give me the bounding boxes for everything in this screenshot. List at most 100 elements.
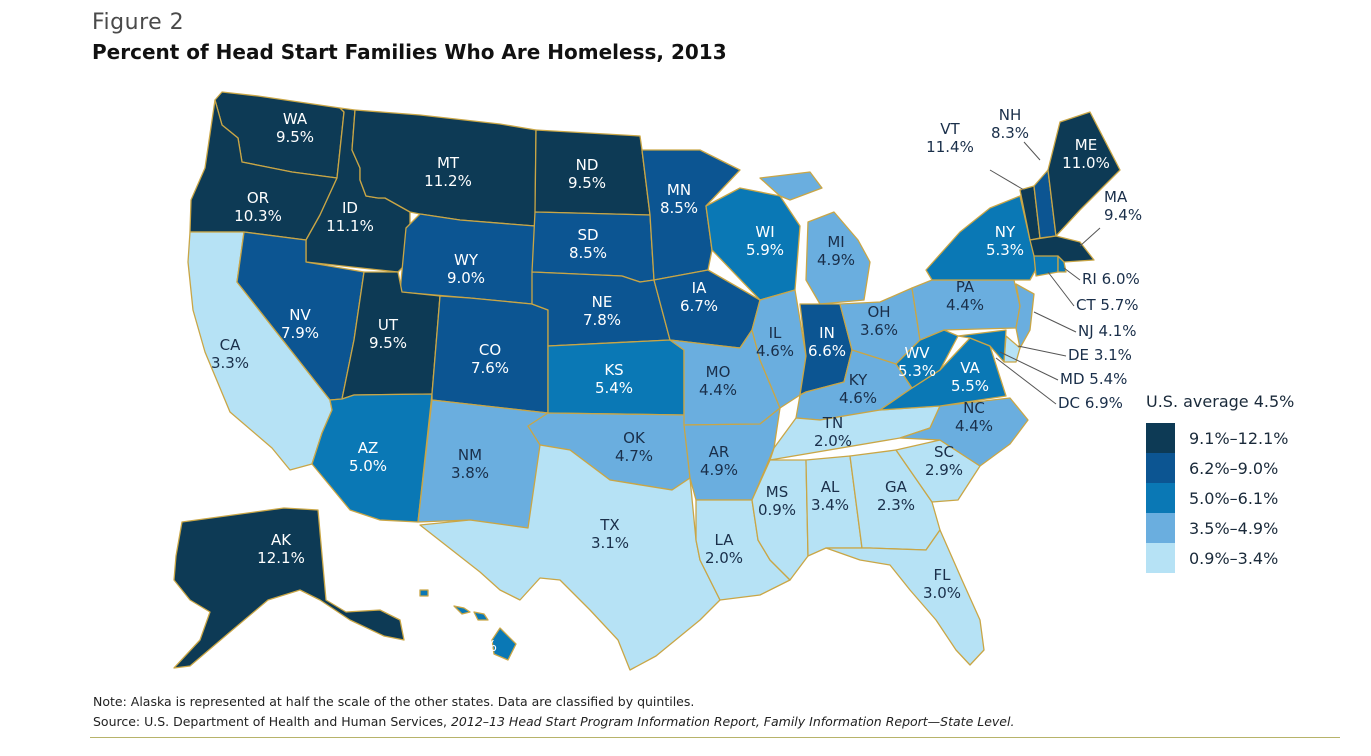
- state-value: 7.9%: [281, 324, 319, 342]
- legend-swatch: [1146, 513, 1175, 543]
- state-abbr: WI: [755, 223, 774, 241]
- leader-line-nj: [1033, 311, 1077, 333]
- state-ms: [751, 459, 809, 581]
- state-abbr: AR: [709, 443, 730, 461]
- state-abbr: OH: [867, 303, 890, 321]
- state-label-ms: MS 0.9%: [758, 483, 796, 519]
- state-value: 9.0%: [447, 269, 485, 287]
- state-value: 6.7%: [680, 297, 718, 315]
- leader-line-ma: [1079, 227, 1101, 247]
- state-value: 5.0%: [459, 637, 497, 655]
- state-label-nm: NM 3.8%: [451, 446, 489, 482]
- legend-swatch: [1146, 453, 1175, 483]
- state-abbr: MS: [766, 483, 788, 501]
- state-label-co: CO 7.6%: [471, 341, 509, 377]
- state-abbr: PA: [956, 278, 975, 296]
- legend-label: 6.2%–9.0%: [1189, 458, 1279, 478]
- state-value: 11.0%: [1062, 154, 1110, 172]
- state-abbr: IL: [769, 324, 782, 342]
- state-value: 8.5%: [660, 199, 698, 217]
- state-abbr: GA: [885, 478, 908, 496]
- state-label-or: OR 10.3%: [234, 189, 282, 225]
- state-label-mt: MT 11.2%: [424, 154, 472, 190]
- state-value: 9.5%: [369, 334, 407, 352]
- state-label-mi: MI 4.9%: [817, 233, 855, 269]
- figure-label: Figure 2: [92, 10, 185, 35]
- state-label-dc: DC 6.9%: [1058, 394, 1123, 412]
- state-abbr: UT: [378, 316, 399, 334]
- state-abbr: NV: [289, 306, 311, 324]
- state-va: [879, 337, 1007, 411]
- state-value: 8.5%: [569, 244, 607, 262]
- state-label-ut: UT 9.5%: [369, 316, 407, 352]
- state-value: 11.4%: [926, 138, 974, 156]
- state-abbr: WA: [283, 110, 308, 128]
- state-label-mo: MO 4.4%: [699, 363, 737, 399]
- state-abbr: NH: [999, 106, 1022, 124]
- state-label-id: ID 11.1%: [326, 199, 374, 235]
- state-sc: [895, 439, 981, 503]
- state-label-md: MD 5.4%: [1060, 370, 1127, 388]
- state-abbr: TX: [599, 516, 619, 534]
- state-az: [311, 393, 433, 523]
- legend-swatch: [1146, 423, 1175, 453]
- state-label-nv: NV 7.9%: [281, 306, 319, 342]
- legend-label: 0.9%–3.4%: [1189, 548, 1279, 568]
- legend-item: 0.9%–3.4%: [1146, 543, 1294, 573]
- state-label-mn: MN 8.5%: [660, 181, 698, 217]
- choropleth-map: WA 9.5%OR 10.3%CA 3.3%ID 11.1%NV 7.9%MT 11.2%W…: [173, 91, 1142, 671]
- legend-swatch: [1146, 543, 1175, 573]
- legend-swatch: [1146, 483, 1175, 513]
- source-title: 2012–13 Head Start Program Information R…: [450, 714, 1015, 729]
- state-value: 4.6%: [839, 389, 877, 407]
- state-value: 5.4%: [1089, 370, 1127, 388]
- state-abbr: CT: [1076, 296, 1096, 314]
- state-abbr: MT: [437, 154, 460, 172]
- state-abbr: FL: [934, 566, 952, 584]
- state-value: 2.0%: [705, 549, 743, 567]
- state-label-tx: TX 3.1%: [591, 516, 629, 552]
- state-value: 7.6%: [471, 359, 509, 377]
- legend-label: 9.1%–12.1%: [1189, 428, 1289, 448]
- state-label-oh: OH 3.6%: [860, 303, 898, 339]
- state-ak: [173, 507, 405, 669]
- state-value: 5.7%: [1100, 296, 1138, 314]
- state-abbr: NE: [592, 293, 613, 311]
- state-value: 3.8%: [451, 464, 489, 482]
- state-abbr: ID: [342, 199, 358, 217]
- state-mi: [759, 171, 823, 201]
- state-value: 12.1%: [257, 549, 305, 567]
- state-md: [957, 329, 1007, 363]
- state-label-ga: GA 2.3%: [877, 478, 915, 514]
- state-nj: [1015, 283, 1035, 349]
- state-nc: [899, 397, 1029, 467]
- state-abbr: ND: [576, 156, 599, 174]
- state-label-nc: NC 4.4%: [955, 399, 993, 435]
- state-abbr: WV: [904, 344, 930, 362]
- state-label-ks: KS 5.4%: [595, 361, 633, 397]
- state-value: 3.4%: [811, 496, 849, 514]
- state-value: 4.4%: [946, 296, 984, 314]
- state-abbr: WY: [454, 251, 479, 269]
- legend-item: 6.2%–9.0%: [1146, 453, 1294, 483]
- state-label-il: IL 4.6%: [756, 324, 794, 360]
- state-label-hi: HI 5.0%: [459, 619, 497, 655]
- state-value: 9.4%: [1104, 206, 1142, 224]
- state-label-ny: NY 5.3%: [986, 223, 1024, 259]
- state-value: 5.5%: [951, 377, 989, 395]
- state-label-nj: NJ 4.1%: [1078, 322, 1137, 340]
- state-abbr: IA: [692, 279, 707, 297]
- state-value: 3.1%: [591, 534, 629, 552]
- state-abbr: AZ: [358, 439, 379, 457]
- state-value: 7.8%: [583, 311, 621, 329]
- state-abbr: OK: [623, 429, 646, 447]
- state-hi: [453, 605, 471, 615]
- leader-line-vt: [989, 169, 1025, 191]
- leader-line-ri: [1063, 267, 1081, 281]
- state-label-va: VA 5.5%: [951, 359, 989, 395]
- legend-item: 9.1%–12.1%: [1146, 423, 1294, 453]
- state-label-la: LA 2.0%: [705, 531, 743, 567]
- state-label-me: ME 11.0%: [1062, 136, 1110, 172]
- state-label-al: AL 3.4%: [811, 478, 849, 514]
- state-value: 5.0%: [349, 457, 387, 475]
